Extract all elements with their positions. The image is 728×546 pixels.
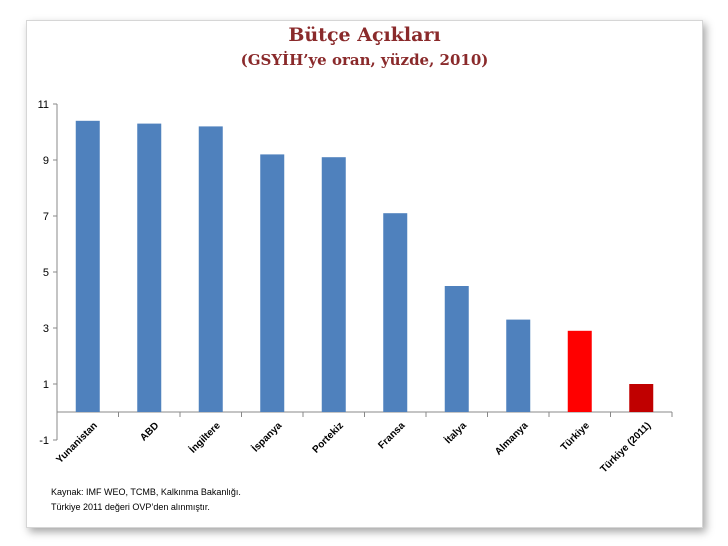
- y-tick-label: 5: [43, 267, 49, 279]
- y-tick-label: -1: [39, 435, 49, 447]
- bar-2: [137, 123, 162, 412]
- bar-10: [629, 384, 654, 412]
- x-tick-label: Almanya: [493, 420, 531, 458]
- x-tick-label: İngiltere: [186, 419, 223, 456]
- y-tick-label: 1: [43, 379, 49, 391]
- bar-1: [75, 120, 100, 413]
- y-tick-label: 3: [43, 323, 49, 335]
- x-tick-label: Portekiz: [311, 420, 346, 455]
- bar-8: [506, 319, 531, 412]
- bar-chart: -1 1 3 5 7 9 11 Yunanistan ABD İngiltere İspanya Po…: [38, 99, 673, 475]
- x-tick-label: İspanya: [249, 419, 285, 455]
- x-tick-label: Yunanistan: [54, 420, 100, 466]
- source-note: Kaynak: IMF WEO, TCMB, Kalkınma Bakanlığ…: [51, 487, 241, 497]
- chart-subtitle: (GSYİH’ye oran, yüzde, 2010): [240, 51, 489, 69]
- bar-4: [260, 154, 285, 412]
- chart-title: Bütçe Açıkları: [288, 24, 441, 46]
- x-tick-label: Türkiye (2011): [598, 420, 653, 475]
- y-tick-label: 9: [43, 155, 49, 167]
- x-tick-label: İtalya: [442, 419, 470, 447]
- y-tick-label: 7: [43, 211, 49, 223]
- x-tick-label: Türkiye: [559, 420, 592, 453]
- bar-3: [198, 126, 223, 413]
- bar-5: [321, 157, 346, 412]
- chart-frame: Bütçe Açıkları (GSYİH’ye oran, yüzde, 20…: [26, 20, 703, 528]
- bar-6: [383, 213, 408, 412]
- x-tick-label: ABD: [138, 420, 161, 443]
- footnote: Türkiye 2011 değeri OVP’den alınmıştır.: [51, 502, 210, 512]
- y-tick-label: 11: [38, 99, 49, 111]
- bar-7: [444, 286, 469, 412]
- x-tick-label: Fransa: [376, 420, 407, 451]
- bar-9: [567, 330, 592, 412]
